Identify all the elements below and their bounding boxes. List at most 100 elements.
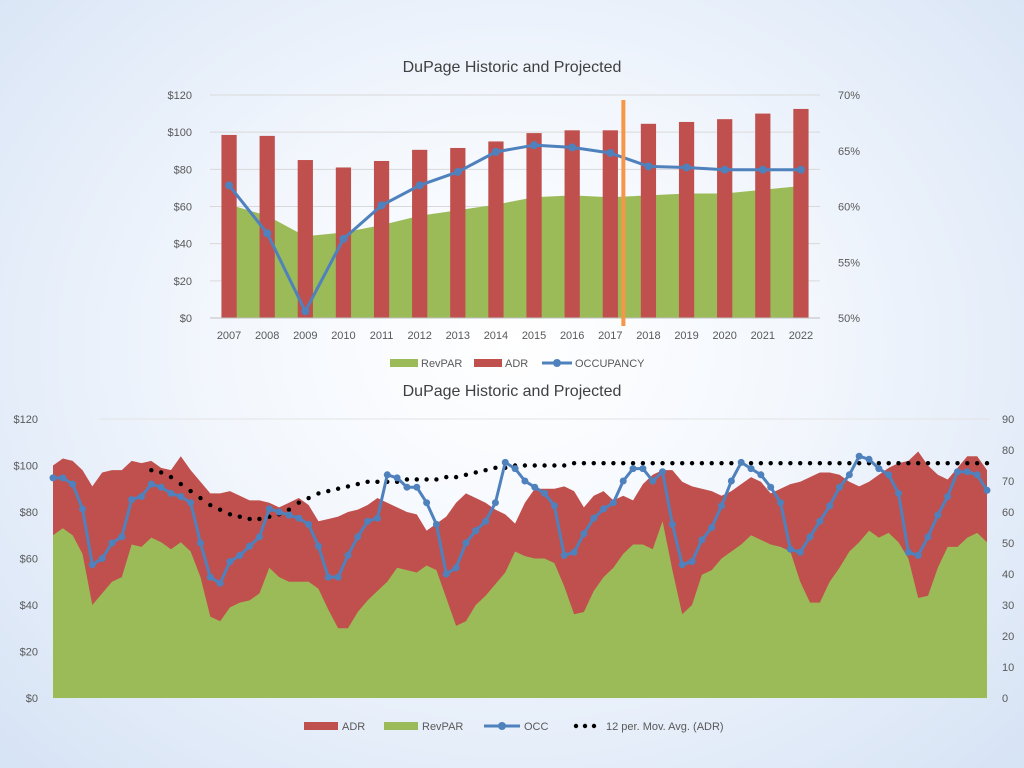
moving-average-dot — [217, 507, 223, 512]
occ-marker — [757, 471, 765, 479]
y-left-tick-label: $0 — [26, 693, 38, 705]
moving-average-dot — [601, 460, 606, 466]
occ-marker — [580, 530, 588, 538]
x-tick-label: 2009 — [293, 330, 317, 342]
y-left-tick-label: $40 — [174, 239, 192, 251]
y-left-tick-label: $0 — [180, 313, 192, 325]
adr-bar — [221, 134, 237, 318]
moving-average-dot — [198, 495, 203, 501]
occ-marker — [895, 489, 903, 497]
adr-bar — [602, 130, 618, 318]
legend-label-adr: ADR — [505, 358, 528, 370]
occ-marker — [836, 483, 844, 491]
occupancy-marker — [301, 307, 310, 316]
legend-swatch-moving-average — [582, 723, 588, 729]
occ-marker — [118, 533, 126, 541]
occ-marker — [678, 561, 686, 569]
moving-average-dot — [149, 467, 154, 473]
y-left-tick-label: $20 — [20, 647, 38, 659]
occ-marker — [629, 465, 637, 473]
moving-average-dot — [375, 479, 380, 484]
occ-marker — [541, 489, 549, 497]
chart-historic-monthly: DuPage Historic and Projected $0 $20 $40 $60… — [14, 383, 1015, 733]
occ-marker — [767, 483, 775, 491]
occ-marker — [255, 533, 263, 541]
occ-marker — [383, 471, 391, 479]
occ-marker — [914, 551, 922, 559]
moving-average-dot — [886, 460, 891, 466]
moving-average-dot — [876, 460, 882, 466]
occ-marker — [393, 474, 401, 482]
occ-marker — [511, 465, 519, 473]
moving-average-dot — [542, 463, 547, 468]
legend-swatch-revpar — [384, 722, 418, 730]
occupancy-marker — [263, 229, 272, 238]
y-left-tick-label: $60 — [174, 202, 192, 214]
occ-marker — [708, 524, 716, 531]
occ-marker — [128, 496, 136, 504]
y-right-tick-label: 60% — [838, 202, 860, 214]
moving-average-dot — [807, 460, 813, 466]
legend-swatch-moving-average — [591, 723, 597, 729]
y-left-tick-label: $80 — [174, 164, 192, 176]
y-right-tick-label: 90 — [1002, 414, 1014, 426]
occ-marker — [187, 499, 195, 507]
moving-average-dot — [719, 460, 724, 466]
moving-average-dot — [208, 502, 213, 508]
revpar-area — [229, 186, 801, 318]
occ-marker — [747, 465, 755, 473]
moving-average-dot — [365, 479, 370, 484]
y-right-tick-label: 65% — [838, 146, 860, 158]
occ-marker — [49, 474, 57, 482]
occ-marker — [177, 493, 185, 500]
moving-average-dot — [650, 460, 655, 466]
y-right-tick-label: 80 — [1002, 445, 1014, 457]
occupancy-marker — [377, 201, 386, 210]
moving-average-dot — [257, 516, 262, 522]
moving-average-dot — [630, 460, 636, 466]
occupancy-marker — [796, 165, 805, 174]
moving-average-dot — [493, 465, 498, 471]
occ-marker — [590, 514, 598, 522]
moving-average-dot — [670, 460, 675, 466]
adr-bar — [488, 141, 504, 318]
legend-swatch-revpar — [390, 359, 418, 367]
legend-swatch-adr — [304, 722, 338, 730]
occ-marker — [88, 561, 96, 569]
occ-marker — [531, 483, 539, 491]
moving-average-dot — [562, 463, 567, 468]
occ-marker — [944, 493, 952, 500]
x-tick-label: 2010 — [331, 330, 355, 342]
moving-average-dot — [837, 460, 842, 466]
moving-average-dot — [748, 460, 754, 466]
moving-average-dot — [316, 491, 321, 496]
occupancy-marker — [758, 165, 767, 174]
occ-marker — [649, 477, 657, 485]
occupancy-marker — [606, 148, 615, 157]
moving-average-dot — [915, 460, 921, 466]
moving-average-dot — [434, 477, 439, 482]
y-right-tick-label: 55% — [838, 257, 860, 269]
adr-bar — [450, 147, 466, 318]
x-tick-label: 2014 — [484, 330, 508, 342]
legend-label-revpar: RevPAR — [421, 358, 462, 370]
legend-label-moving-average: 12 per. Mov. Avg. (ADR) — [606, 721, 724, 733]
occ-marker — [344, 551, 352, 559]
moving-average-dot — [463, 472, 469, 477]
occ-marker — [668, 520, 676, 528]
moving-average-dot — [729, 460, 734, 466]
y-left-tick-label: $120 — [14, 414, 38, 426]
moving-average-dot — [906, 460, 911, 466]
x-tick-label: 2019 — [674, 330, 698, 342]
occ-marker — [983, 486, 991, 494]
y-right-tick-label: 30 — [1002, 600, 1014, 612]
occ-marker — [432, 520, 440, 528]
occ-marker — [619, 477, 627, 485]
occupancy-marker — [568, 143, 577, 152]
x-tick-label: 2020 — [712, 330, 736, 342]
x-tick-label: 2017 — [598, 330, 622, 342]
y-right-tick-label: 50 — [1002, 538, 1014, 550]
adr-bar — [793, 108, 809, 318]
occ-marker — [885, 471, 893, 479]
